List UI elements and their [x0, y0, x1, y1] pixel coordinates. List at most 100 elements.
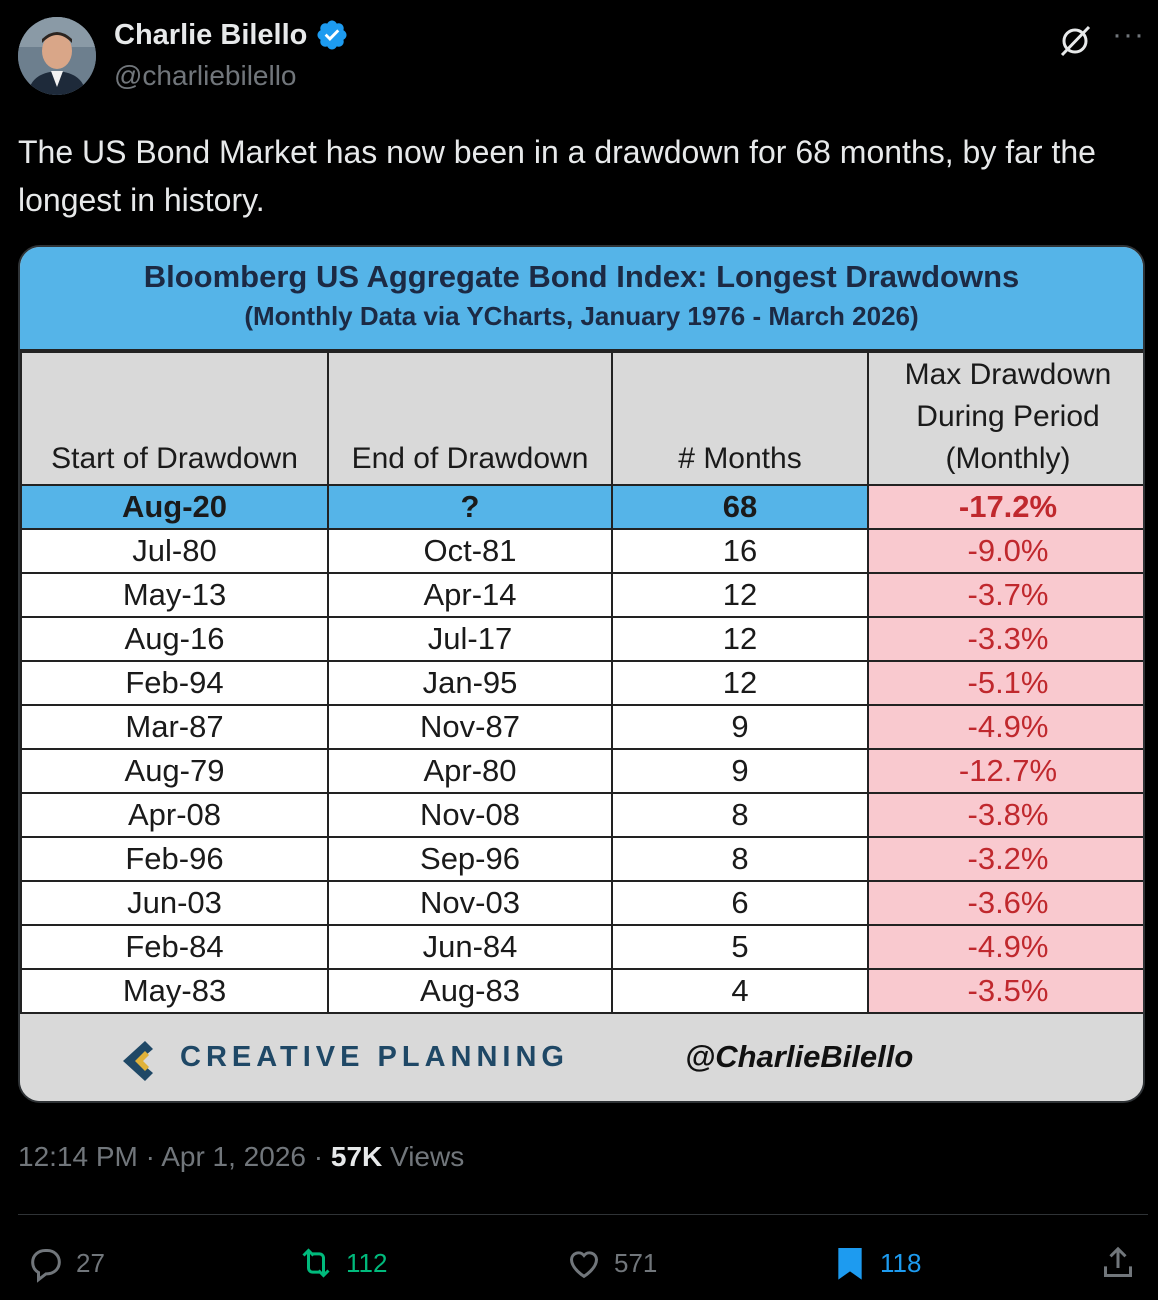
cell-months: 12 [611, 616, 869, 662]
cell-end: Jun-84 [327, 924, 613, 970]
cell-max-drawdown: -3.5% [867, 968, 1143, 1014]
heart-icon [569, 1251, 599, 1279]
col-header-max-drawdown-line1: Max Drawdown [904, 358, 1112, 391]
divider [18, 1214, 1148, 1215]
cell-months: 4 [611, 968, 869, 1014]
cell-months: 5 [611, 924, 869, 970]
table-row: Feb-94 Jan-95 12 -5.1% [20, 660, 1143, 706]
cell-end: Aug-83 [327, 968, 613, 1014]
table-row: May-83 Aug-83 4 -3.5% [20, 968, 1143, 1014]
table-title: Bloomberg US Aggregate Bond Index: Longe… [143, 259, 1020, 294]
cell-start: Feb-84 [20, 924, 329, 970]
table-row: Aug-79 Apr-80 9 -12.7% [20, 748, 1143, 794]
repost-count: 112 [346, 1247, 388, 1278]
creative-planning-brand: CREATIVE PLANNING [180, 1041, 569, 1073]
col-header-start: Start of Drawdown [20, 351, 329, 486]
cell-end: Jul-17 [327, 616, 613, 662]
table-row: Apr-08 Nov-08 8 -3.8% [20, 792, 1143, 838]
table-row: Mar-87 Nov-87 9 -4.9% [20, 704, 1143, 750]
meta-separator: · [145, 1141, 162, 1172]
col-header-max-drawdown-line3: (Monthly) [945, 442, 1071, 475]
tweet-text: The US Bond Market has now been in a dra… [18, 134, 1096, 218]
share-icon [1104, 1246, 1132, 1277]
like-count: 571 [614, 1247, 658, 1278]
cell-months: 6 [611, 880, 869, 926]
cell-start: Jun-03 [20, 880, 329, 926]
col-header-end: End of Drawdown [327, 351, 613, 486]
tweet-time[interactable]: 12:14 PM [18, 1141, 138, 1172]
cell-start: Feb-96 [20, 836, 329, 882]
table-subtitle: (Monthly Data via YCharts, January 1976 … [244, 301, 919, 331]
cell-max-drawdown: -3.7% [867, 572, 1143, 618]
cell-max-drawdown: -3.6% [867, 880, 1143, 926]
cell-start: Aug-20 [20, 484, 329, 530]
table-row: May-13 Apr-14 12 -3.7% [20, 572, 1143, 618]
cell-months: 68 [611, 484, 869, 530]
cell-end: Apr-80 [327, 748, 613, 794]
cell-end: ? [327, 484, 613, 530]
cell-max-drawdown: -4.9% [867, 924, 1143, 970]
cell-months: 9 [611, 748, 869, 794]
reply-count: 27 [76, 1247, 105, 1278]
cell-end: Apr-14 [327, 572, 613, 618]
repost-button[interactable]: 112 [296, 1243, 387, 1283]
reply-icon [31, 1249, 61, 1283]
cell-max-drawdown: -9.0% [867, 528, 1143, 574]
author-handle[interactable]: @charliebilello [114, 60, 297, 91]
table-row: Jul-80 Oct-81 16 -9.0% [20, 528, 1143, 574]
cell-months: 16 [611, 528, 869, 574]
author-name[interactable]: Charlie Bilello [114, 18, 308, 51]
views-label: Views [390, 1141, 465, 1172]
bookmark-count: 118 [880, 1247, 922, 1278]
views-count: 57K [330, 1141, 383, 1172]
col-header-max-drawdown: Max Drawdown During Period (Monthly) [867, 351, 1143, 486]
cell-max-drawdown: -3.3% [867, 616, 1143, 662]
table-row: Feb-84 Jun-84 5 -4.9% [20, 924, 1143, 970]
cell-end: Nov-08 [327, 792, 613, 838]
cell-end: Nov-87 [327, 704, 613, 750]
cell-max-drawdown: -4.9% [867, 704, 1143, 750]
more-options-icon[interactable]: ··· [1112, 18, 1145, 51]
table-row: Jun-03 Nov-03 6 -3.6% [20, 880, 1143, 926]
cell-max-drawdown: -3.2% [867, 836, 1143, 882]
avatar[interactable] [18, 17, 96, 95]
creative-planning-logo-icon [123, 1041, 153, 1081]
cell-start: May-13 [20, 572, 329, 618]
table-title-block: Bloomberg US Aggregate Bond Index: Longe… [20, 247, 1143, 351]
table-header-row: Start of Drawdown End of Drawdown # Mont… [20, 351, 1143, 486]
col-header-max-drawdown-line2: During Period [916, 400, 1100, 433]
meta-separator: · [313, 1141, 331, 1172]
cell-end: Jan-95 [327, 660, 613, 706]
cell-start: Mar-87 [20, 704, 329, 750]
cell-months: 9 [611, 704, 869, 750]
col-header-months: # Months [611, 351, 869, 486]
cell-start: Aug-79 [20, 748, 329, 794]
cell-end: Nov-03 [327, 880, 613, 926]
cell-start: Feb-94 [20, 660, 329, 706]
table-row: Feb-96 Sep-96 8 -3.2% [20, 836, 1143, 882]
cell-start: May-83 [20, 968, 329, 1014]
verified-badge-icon [317, 20, 347, 50]
table-row: Aug-16 Jul-17 12 -3.3% [20, 616, 1143, 662]
share-button[interactable] [1098, 1243, 1138, 1283]
tweet-date[interactable]: Apr 1, 2026 [161, 1141, 306, 1172]
bookmark-button[interactable]: 118 [830, 1243, 921, 1283]
cell-months: 8 [611, 792, 869, 838]
cell-max-drawdown: -5.1% [867, 660, 1143, 706]
author-name-row[interactable]: Charlie Bilello [114, 18, 349, 52]
cell-start: Jul-80 [20, 528, 329, 574]
bookmark-icon [838, 1248, 862, 1280]
cell-months: 12 [611, 660, 869, 706]
reply-button[interactable]: 27 [26, 1243, 105, 1283]
table-row: Aug-20 ? 68 -17.2% [20, 484, 1143, 530]
cell-start: Apr-08 [20, 792, 329, 838]
cell-max-drawdown: -17.2% [867, 484, 1143, 530]
cell-months: 12 [611, 572, 869, 618]
repost-icon [302, 1248, 330, 1278]
watermark-handle: @CharlieBilello [685, 1039, 914, 1074]
tweet-image[interactable]: Bloomberg US Aggregate Bond Index: Longe… [18, 245, 1145, 1103]
grok-icon[interactable] [1056, 22, 1094, 60]
tweet-meta: 12:14 PM · Apr 1, 2026 · 57K Views [18, 1141, 464, 1173]
like-button[interactable]: 571 [564, 1243, 657, 1283]
cell-end: Sep-96 [327, 836, 613, 882]
